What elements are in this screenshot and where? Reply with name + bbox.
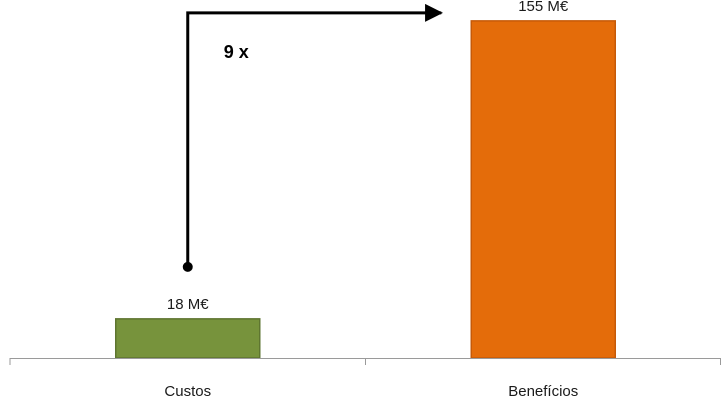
growth-arrow — [186, 3, 444, 267]
bar-beneficios — [470, 20, 616, 359]
tick-label-custos: Custos — [164, 383, 211, 400]
x-axis — [9, 358, 721, 365]
bars-group — [115, 20, 616, 359]
tick-labels: Custos Benefícios — [164, 383, 578, 400]
tick-label-beneficios: Benefícios — [508, 383, 578, 400]
data-label-custos: 18 M€ — [167, 296, 209, 313]
multiplier-label: 9 x — [224, 42, 249, 62]
arrow-origin-dot — [182, 261, 193, 272]
data-label-beneficios: 155 M€ — [518, 0, 569, 15]
bar-custos — [115, 318, 261, 359]
data-labels: 18 M€ 155 M€ — [167, 0, 569, 313]
growth-annotation: 9 x — [182, 3, 444, 272]
